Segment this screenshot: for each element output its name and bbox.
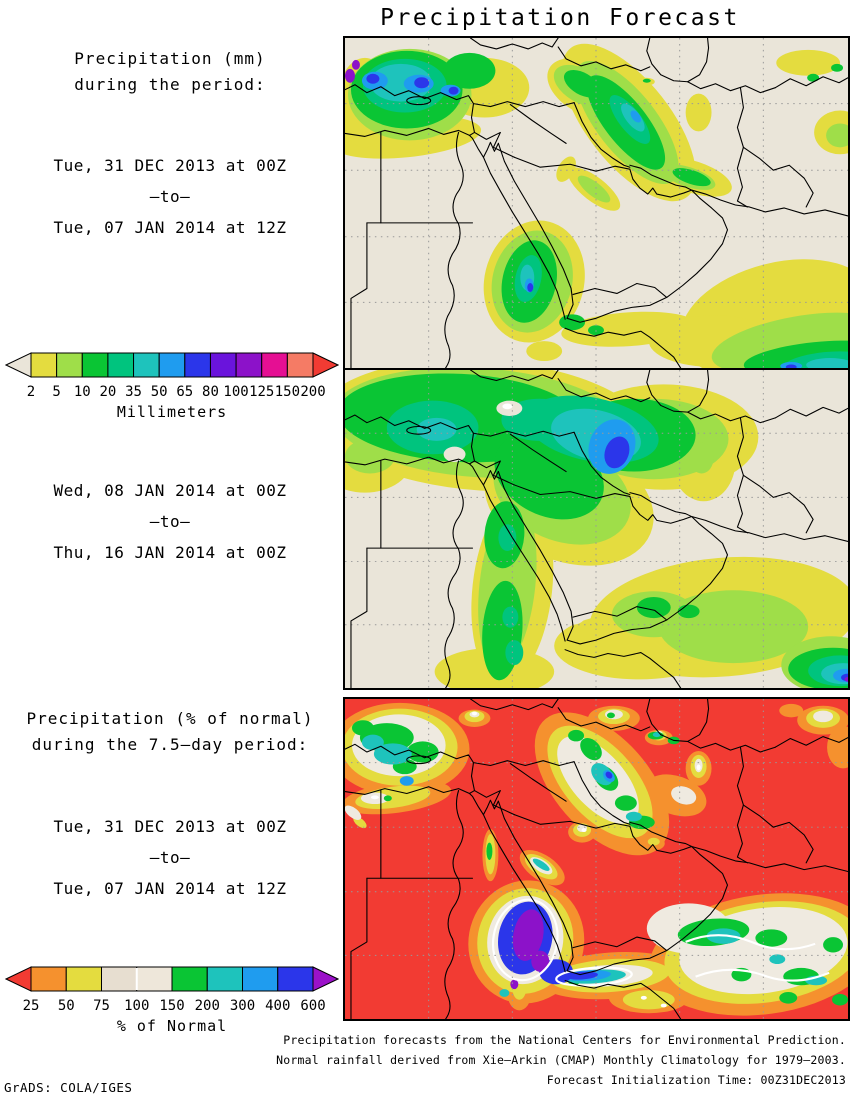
footer-line-3: Forecast Initialization Time: 00Z31DEC20…: [546, 1073, 846, 1087]
colorbar-tick-label: 35: [125, 384, 142, 400]
mm-heading-line2: during the period:: [74, 75, 266, 94]
period-3-end: Tue, 07 JAN 2014 at 12Z: [53, 879, 287, 898]
colorbar-unit-label: Millimeters: [116, 403, 228, 421]
colorbar-tick-label: 50: [150, 384, 168, 400]
map-panel-precip-mm-period1: [343, 36, 850, 370]
map-panel-precip-mm-period2: [343, 370, 850, 690]
colorbar-tick-label: 200: [300, 384, 326, 400]
period-1-end: Tue, 07 JAN 2014 at 12Z: [53, 218, 287, 237]
colorbar-tick-label: 80: [202, 384, 219, 400]
colorbar-percent-normal: 25 50 75 100 150 200 300 400 600 % of Normal: [4, 966, 340, 1036]
colorbar-tick-label: 10: [73, 384, 91, 400]
colorbar-tick-label: 25: [22, 998, 40, 1014]
period-2-to: —to—: [149, 512, 191, 531]
footer-line-2: Normal rainfall derived from Xie—Arkin (…: [276, 1053, 846, 1067]
colorbar-tick-label: 600: [300, 998, 326, 1014]
colorbar-tick-label: 200: [194, 998, 220, 1014]
period-2-end: Thu, 16 JAN 2014 at 00Z: [53, 543, 287, 562]
mm-heading: Precipitation (mm) during the period:: [0, 46, 340, 98]
grads-credit: GrADS: COLA/IGES: [4, 1080, 133, 1095]
colorbar-tick-label: 75: [93, 998, 110, 1014]
period-3-start: Tue, 31 DEC 2013 at 00Z: [53, 817, 287, 836]
period-3: Tue, 31 DEC 2013 at 00Z —to— Tue, 07 JAN…: [0, 811, 340, 904]
mm-heading-line1: Precipitation (mm): [74, 49, 266, 68]
colorbar-tick-labels: 2 5 10 20 35 50 65 80 100 125 150 200: [5, 384, 339, 402]
colorbar-unit-label: % of Normal: [116, 1017, 228, 1035]
colorbar-tick-label: 150: [274, 384, 301, 400]
period-1-to: —to—: [149, 187, 191, 206]
footer-notes: Precipitation forecasts from the Nationa…: [210, 1030, 846, 1090]
colorbar-tick-label: 5: [52, 384, 61, 400]
pct-heading: Precipitation (% of normal) during the 7…: [0, 706, 340, 758]
period-2: Wed, 08 JAN 2014 at 00Z —to— Thu, 16 JAN…: [0, 475, 340, 568]
map-3-svg: [345, 699, 848, 1019]
pct-heading-line1: Precipitation (% of normal): [26, 709, 314, 728]
colorbar-tick-label: 150: [159, 998, 185, 1014]
map-1-svg: [345, 38, 848, 368]
period-1: Tue, 31 DEC 2013 at 00Z —to— Tue, 07 JAN…: [0, 150, 340, 243]
map-panel-precip-percent-normal: [343, 697, 850, 1021]
pct-heading-line2: during the 7.5—day period:: [31, 735, 309, 754]
colorbar-tick-label: 300: [229, 998, 256, 1014]
colorbar-tick-label: 20: [99, 384, 117, 400]
period-3-to: —to—: [149, 848, 191, 867]
colorbar-tick-label: 125: [249, 384, 275, 400]
page-title: Precipitation Forecast: [380, 5, 740, 31]
colorbar-tick-labels: 25 50 75 100 150 200 300 400 600: [5, 998, 339, 1016]
map-1-precip-shading: [345, 43, 848, 368]
colorbar-scale: [4, 966, 340, 992]
colorbar-tick-label: 2: [26, 384, 36, 400]
colorbar-tick-label: 100: [223, 384, 249, 400]
colorbar-millimeters: 2 5 10 20 35 50 65 80 100 125 150 200 Millimeters: [4, 352, 340, 422]
period-1-start: Tue, 31 DEC 2013 at 00Z: [53, 156, 287, 175]
colorbar-tick-label: 100: [124, 998, 150, 1014]
map-2-svg: [345, 370, 848, 688]
colorbar-tick-label: 50: [57, 998, 75, 1014]
colorbar-tick-label: 400: [265, 998, 291, 1014]
footer-line-1: Precipitation forecasts from the Nationa…: [283, 1033, 846, 1047]
colorbar-tick-label: 65: [176, 384, 194, 400]
period-2-start: Wed, 08 JAN 2014 at 00Z: [53, 481, 287, 500]
colorbar-scale: [4, 352, 340, 378]
